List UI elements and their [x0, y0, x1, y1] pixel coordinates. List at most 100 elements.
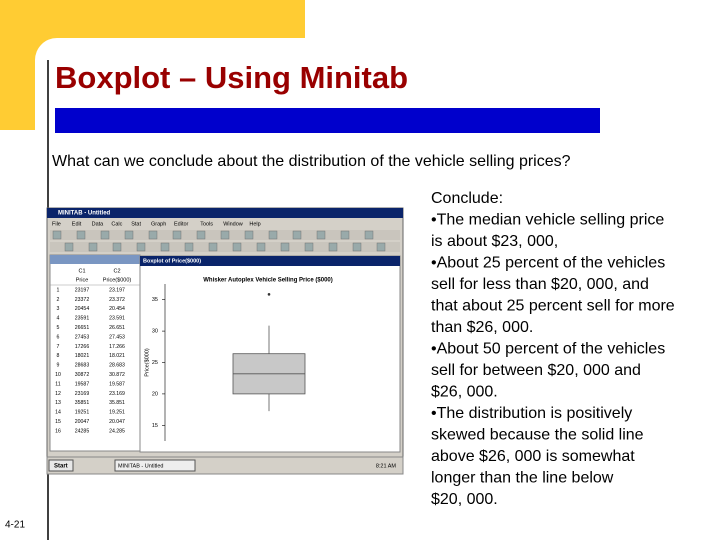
cell: 24.285	[109, 428, 125, 434]
y-tick-label: 15	[152, 423, 158, 429]
column-id: C1	[78, 268, 85, 274]
toolbar-icon	[292, 230, 302, 240]
cell: 19.251	[109, 410, 125, 416]
menu-item: Window	[223, 221, 243, 227]
minitab-screenshot: MINITAB - Untitled Boxplot of Price($000…	[46, 207, 404, 475]
toolbar-icon	[268, 230, 278, 240]
column-name: Price	[76, 277, 89, 283]
conclusion-line: skewed because the solid line	[431, 427, 644, 444]
window-title: MINITAB - Untitled	[58, 211, 111, 217]
toolbar-icon	[340, 230, 350, 240]
conclusion-line: $26, 000.	[431, 384, 498, 401]
conclusion-line: that about 25 percent sell for more	[431, 298, 675, 315]
y-axis-label: Price($000)	[144, 348, 150, 377]
cell: 26.651	[109, 325, 125, 331]
toolbar-icon	[52, 230, 62, 240]
row-number: 6	[57, 334, 60, 340]
window-title-bar	[47, 208, 403, 218]
cell: 20047	[75, 419, 90, 425]
start-label: Start	[54, 464, 68, 470]
slide-title: Boxplot – Using Minitab	[55, 60, 408, 95]
menu-item: Data	[92, 221, 105, 227]
graph-title-bar	[140, 256, 400, 266]
toolbar-icon	[220, 230, 230, 240]
row-number: 10	[55, 372, 61, 378]
cell: 30.872	[109, 372, 125, 378]
y-tick-label: 35	[152, 297, 158, 303]
conclusion-line: is about $23, 000,	[431, 233, 558, 250]
row-number: 2	[57, 297, 60, 303]
conclusion-line: sell for less than $20, 000, and	[431, 276, 649, 293]
row-number: 14	[55, 410, 61, 416]
cell: 18.021	[109, 353, 125, 359]
row-number: 7	[57, 344, 60, 350]
cell: 20.047	[109, 419, 125, 425]
row-number: 8	[57, 353, 60, 359]
row-number: 15	[55, 419, 61, 425]
cell: 27.453	[109, 334, 125, 340]
y-tick-label: 25	[152, 360, 158, 366]
cell: 23.169	[109, 391, 125, 397]
toolbar-icon	[184, 242, 194, 252]
toolbar-icon	[112, 242, 122, 252]
task-button[interactable]	[114, 459, 196, 472]
task-label: MINITAB - Untitled	[118, 463, 163, 469]
toolbar-icon	[376, 242, 386, 252]
y-tick-label: 20	[152, 391, 158, 397]
cell: 20454	[75, 306, 90, 312]
toolbar	[50, 242, 400, 252]
start-button[interactable]	[48, 459, 74, 472]
cell: 19.587	[109, 381, 125, 387]
page-number: 4-21	[5, 520, 25, 531]
conclusion: Conclude: •The median vehicle selling pri…	[431, 190, 675, 508]
chart-title: Whisker Autoplex Vehicle Selling Price (…	[203, 278, 333, 284]
cell: 17266	[75, 344, 90, 350]
column-id: C2	[113, 268, 120, 274]
row-number: 11	[55, 381, 60, 387]
toolbar-icon	[304, 242, 314, 252]
cell: 23.197	[109, 287, 125, 293]
conclusion-line: above $26, 000 is somewhat	[431, 448, 635, 465]
cell: 23372	[75, 297, 90, 303]
menu-item: File	[52, 221, 61, 227]
conclusion-line: than $26, 000.	[431, 319, 533, 336]
conclusion-line: $20, 000.	[431, 491, 498, 508]
conclusion-line: •About 25 percent of the vehicles	[431, 255, 665, 272]
conclusion-line: Conclude:	[431, 190, 503, 207]
toolbar-icon	[160, 242, 170, 252]
toolbar-icon	[172, 230, 182, 240]
cell: 35.851	[109, 400, 125, 406]
column-name: Price($000)	[103, 277, 132, 283]
y-tick-label: 30	[152, 329, 158, 335]
row-number: 1	[57, 287, 60, 293]
toolbar-icon	[244, 230, 254, 240]
cell: 23197	[75, 287, 90, 293]
menu-item: Help	[249, 221, 260, 227]
conclusion-line: •The distribution is positively	[431, 405, 632, 422]
row-number: 3	[57, 306, 60, 312]
toolbar-icon	[88, 242, 98, 252]
toolbar-icon	[136, 242, 146, 252]
menu-item: Tools	[200, 221, 213, 227]
taskbar	[46, 456, 404, 475]
cell: 23169	[75, 391, 90, 397]
cell: 28.683	[109, 363, 125, 369]
cell: 23.591	[109, 316, 125, 322]
toolbar-icon	[280, 242, 290, 252]
toolbar-icon	[364, 230, 374, 240]
menu-item: Stat	[131, 221, 141, 227]
menu-item: Editor	[174, 221, 189, 227]
cell: 20.454	[109, 306, 125, 312]
cell: 18021	[75, 353, 90, 359]
toolbar-icon	[328, 242, 338, 252]
cell: 30872	[75, 372, 90, 378]
toolbar-icon	[76, 230, 86, 240]
row-number: 13	[55, 400, 61, 406]
toolbar-icon	[64, 242, 74, 252]
graph-window-title: Boxplot of Price($000)	[143, 258, 201, 264]
conclusion-line: longer than the line below	[431, 470, 614, 487]
row-number: 9	[57, 363, 60, 369]
question: What can we conclude about the distribut…	[52, 153, 571, 170]
menu-item: Edit	[72, 221, 82, 227]
cell: 23.372	[109, 297, 125, 303]
